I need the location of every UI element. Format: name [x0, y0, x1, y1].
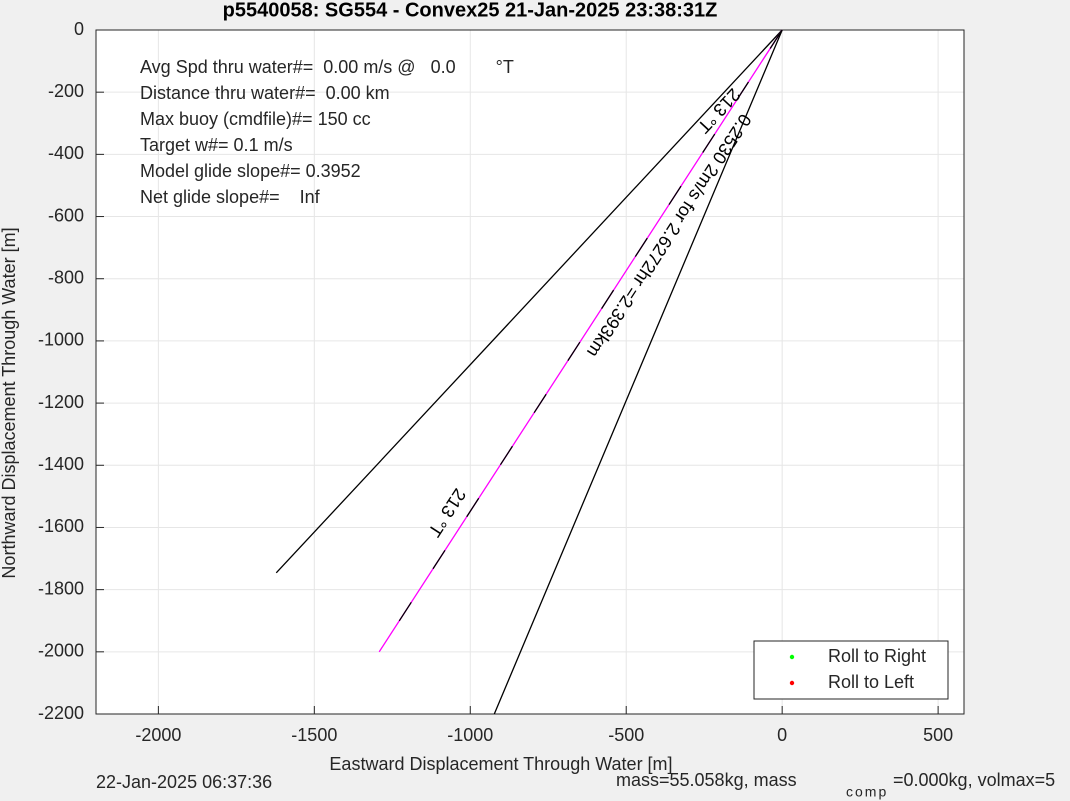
x-tick-label: -500	[608, 725, 644, 745]
track-line	[275, 29, 783, 574]
footer-mass: mass=55.058kg, mass	[616, 770, 797, 790]
legend-marker	[789, 680, 795, 686]
annotation: Distance thru water#= 0.00 km	[140, 83, 390, 103]
annotation: Avg Spd thru water#= 0.00 m/s @ 0.0 °T	[140, 57, 514, 77]
axes-box	[95, 29, 965, 715]
footer-volmax: =0.000kg, volmax=5	[893, 770, 1055, 790]
y-tick-label: -1400	[38, 454, 84, 474]
annotation: Net glide slope#= Inf	[140, 187, 321, 207]
x-tick-label: 0	[777, 725, 787, 745]
chart-title: p5540058: SG554 - Convex25 21-Jan-2025 2…	[223, 0, 718, 21]
footer-date: 22-Jan-2025 06:37:36	[96, 772, 272, 792]
x-tick-label: -1000	[447, 725, 493, 745]
annotation: Target w#= 0.1 m/s	[140, 135, 293, 155]
y-tick-label: -200	[48, 81, 84, 101]
track-line	[493, 29, 783, 715]
legend: Roll to Right Roll to Left	[753, 640, 949, 700]
x-tick-label: -1500	[291, 725, 337, 745]
y-tick-label: -2200	[38, 703, 84, 723]
annotation: Model glide slope#= 0.3952	[140, 161, 361, 181]
y-tick-label: -2000	[38, 641, 84, 661]
x-tick-label: -2000	[135, 725, 181, 745]
x-tick-label: 500	[923, 725, 953, 745]
track-line	[378, 29, 783, 653]
x-axis-label: Eastward Displacement Through Water [m]	[329, 754, 672, 774]
legend-label: Roll to Right	[828, 646, 926, 666]
legend-marker	[789, 654, 795, 660]
y-tick-label: -1600	[38, 516, 84, 536]
y-tick-label: 0	[74, 19, 84, 39]
y-tick-label: -800	[48, 267, 84, 287]
annotation: Max buoy (cmdfile)#= 150 cc	[140, 109, 371, 129]
legend-box	[753, 640, 949, 700]
plot-area	[96, 30, 964, 714]
y-tick-label: -1200	[38, 392, 84, 412]
y-tick-label: -1000	[38, 330, 84, 350]
y-axis-label: Northward Displacement Through Water [m]	[0, 227, 19, 578]
y-tick-label: -400	[48, 143, 84, 163]
y-tick-label: -600	[48, 205, 84, 225]
y-tick-label: -1800	[38, 578, 84, 598]
legend-label: Roll to Left	[828, 672, 914, 692]
footer-subscript: comp	[846, 784, 888, 800]
